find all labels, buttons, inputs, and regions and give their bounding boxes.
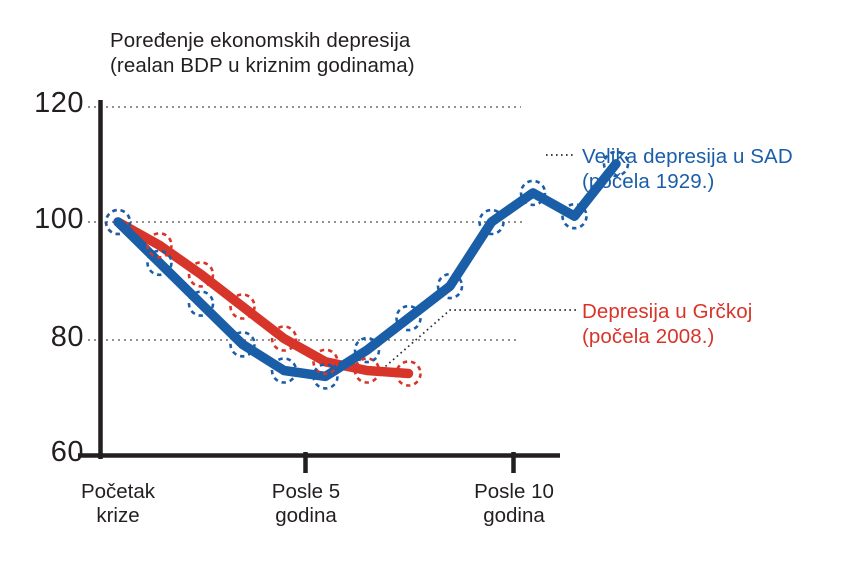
marker-greece-5 bbox=[312, 348, 339, 376]
leader-line-red bbox=[377, 309, 576, 374]
marker-usa-9 bbox=[478, 208, 505, 236]
marker-greece-6 bbox=[353, 357, 381, 384]
series-line-usa bbox=[113, 159, 621, 382]
chart-title-line1: Poređenje ekonomskih depresija bbox=[110, 29, 411, 52]
y-axis-label-80: 80 bbox=[50, 321, 84, 353]
marker-usa-5 bbox=[312, 363, 339, 390]
gridlines bbox=[88, 106, 523, 341]
x-axis-label-start-line2: krize bbox=[96, 504, 140, 527]
axes bbox=[78, 100, 560, 473]
marker-usa-0 bbox=[104, 208, 132, 236]
legend-item-greece: Depresija u Grčkoj (počela 2008.) bbox=[582, 299, 752, 349]
legend-usa-line2: (počela 1929.) bbox=[582, 170, 715, 193]
chart-title-line2: (realan BDP u kriznim godinama) bbox=[110, 54, 415, 77]
marker-usa-2 bbox=[187, 290, 215, 317]
marker-greece-3 bbox=[229, 293, 256, 320]
marker-usa-12 bbox=[602, 150, 630, 178]
legend-usa-line1: Velika depresija u SAD bbox=[582, 145, 793, 168]
x-axis-label-year5-line2: godina bbox=[275, 504, 337, 527]
y-axis-label-120: 120 bbox=[34, 87, 84, 119]
marker-usa-4 bbox=[270, 357, 298, 384]
x-axis-label-year10-line1: Posle 10 bbox=[474, 480, 554, 503]
marker-usa-3 bbox=[229, 330, 256, 358]
chart-title: Poređenje ekonomskih depresija (realan B… bbox=[110, 28, 415, 78]
marker-usa-11 bbox=[561, 202, 588, 230]
x-axis-label-start-line1: Početak bbox=[80, 480, 156, 503]
x-axis-label-year10-line2: godina bbox=[483, 504, 545, 527]
marker-usa-8 bbox=[436, 272, 464, 300]
marker-usa-7 bbox=[395, 304, 422, 332]
marker-greece-2 bbox=[187, 261, 215, 288]
marker-greece-7 bbox=[395, 360, 422, 387]
legend-item-usa: Velika depresija u SAD (počela 1929.) bbox=[582, 144, 793, 194]
series-markers-usa bbox=[104, 150, 630, 390]
legend-leader-lines bbox=[377, 154, 576, 374]
legend-greece-line2: (počela 2008.) bbox=[582, 325, 715, 348]
marker-greece-1 bbox=[146, 232, 173, 259]
marker-greece-4 bbox=[270, 325, 298, 352]
marker-usa-1 bbox=[146, 249, 173, 277]
legend-greece-line1: Depresija u Grčkoj bbox=[582, 300, 753, 323]
x-axis-label-year5: Posle 5 godina bbox=[226, 480, 386, 528]
y-axis-label-100: 100 bbox=[34, 203, 84, 235]
marker-usa-6 bbox=[353, 336, 381, 364]
series-line-greece bbox=[113, 217, 414, 379]
marker-usa-10 bbox=[519, 179, 547, 207]
series-lines bbox=[113, 159, 621, 382]
x-axis-label-year10: Posle 10 godina bbox=[434, 480, 594, 528]
x-axis-label-start: Početak krize bbox=[38, 480, 198, 528]
x-axis-label-year5-line1: Posle 5 bbox=[271, 480, 341, 503]
y-axis-label-60: 60 bbox=[50, 436, 84, 468]
